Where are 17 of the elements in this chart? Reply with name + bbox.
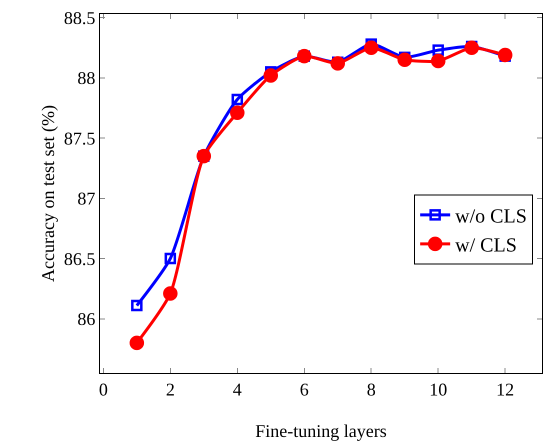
- x-tick-label: 12: [496, 380, 514, 400]
- x-tick-label: 2: [166, 380, 175, 400]
- legend-label: w/o CLS: [455, 206, 527, 228]
- legend-label: w/ CLS: [455, 234, 517, 257]
- y-tick-label: 88: [77, 68, 96, 88]
- x-tick-label: 6: [300, 380, 309, 400]
- x-tick-label: 0: [98, 380, 108, 400]
- y-tick-label: 87.5: [64, 128, 96, 148]
- x-tick-label: 10: [429, 380, 448, 400]
- y-axis-title: Accuracy on test set (%): [38, 105, 58, 282]
- x-tick-label: 8: [366, 380, 376, 400]
- y-tick-label: 86.5: [64, 248, 96, 269]
- y-tick-label: 87: [77, 188, 96, 209]
- x-tick-label: 4: [232, 380, 242, 400]
- y-tick-label: 88.5: [64, 8, 96, 28]
- x-axis-title: Fine-tuning layers: [255, 421, 387, 441]
- y-tick-label: 86: [77, 309, 96, 330]
